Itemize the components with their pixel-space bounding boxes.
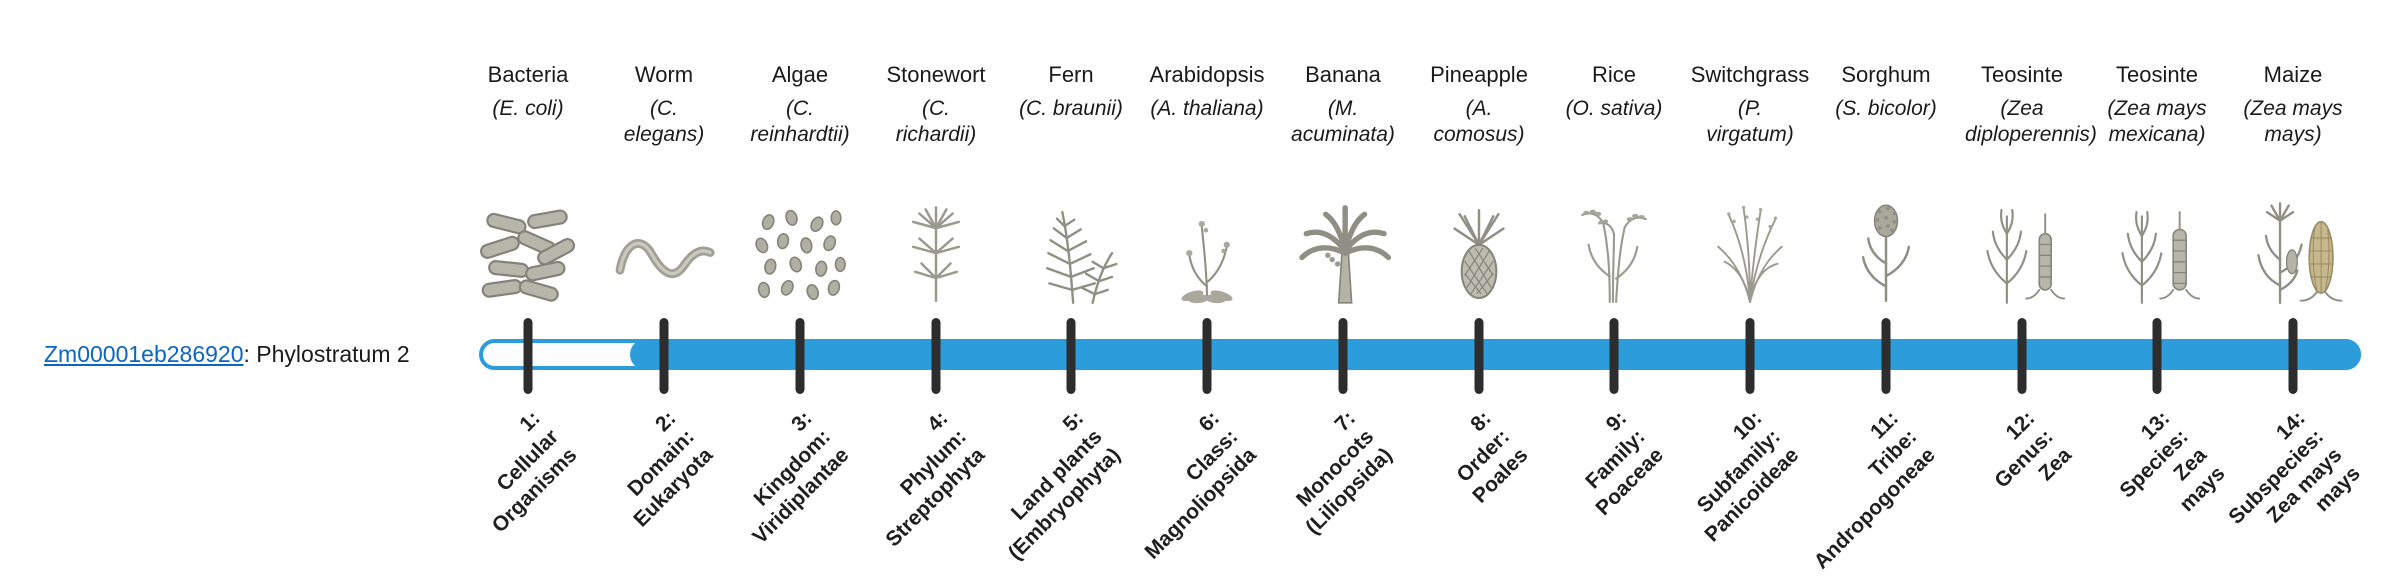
organism-scientific-name: (C. richardii) [895, 97, 977, 146]
column-fern: Fern (C. braunii) 5: Land plants (Embryo… [996, 0, 1146, 580]
column-sorghum: Sorghum (S. bicolor) 11: Tribe: Andropog… [1810, 0, 1961, 580]
phylostratum-tick [2288, 318, 2298, 394]
organism-common-name: Worm [634, 62, 694, 87]
stratum-label: 14: Subspecies: Zea mays mays [2224, 406, 2366, 529]
phylostratum-tick [1745, 318, 1755, 394]
stonewort-icon [861, 178, 1011, 312]
sorghum-icon [1811, 178, 1961, 312]
organism-common-name: Stonewort [886, 62, 986, 87]
column-algae: Algae (C. reinhardtii) [725, 0, 875, 580]
organism-common-name: Fern [1048, 62, 1094, 87]
organism-common-name: Banana [1305, 62, 1381, 87]
stratum-label: 12: Genus: Zea [1989, 406, 2076, 493]
worm-icon [589, 178, 739, 312]
organism-scientific-name: (M. acuminata) [1291, 97, 1395, 146]
algae-icon [725, 178, 875, 312]
stratum-label: 3: Kingdom: Viridiplantae [748, 406, 854, 549]
organism-scientific-name: (Zea diploperennis) [1965, 97, 2097, 146]
phylostratum-tick [795, 318, 805, 394]
organism-scientific-name: (C. braunii) [1019, 97, 1123, 120]
organism-scientific-name: (C. elegans) [623, 97, 705, 146]
phylostrata-bar-fill [630, 339, 2361, 370]
organism-common-name: Teosinte [1981, 62, 2063, 87]
organism-scientific-name: (E. coli) [492, 97, 564, 120]
gene-id-link[interactable]: Zm00001eb286920 [44, 341, 244, 367]
organism-scientific-name: (S. bicolor) [1835, 97, 1937, 120]
organism-scientific-name: (O. sativa) [1565, 97, 1663, 120]
organism-scientific-name: (A. comosus) [1433, 97, 1525, 146]
phylostratum-tick [2152, 318, 2162, 394]
phylostratum-tick [1338, 318, 1348, 394]
rice-icon [1539, 178, 1689, 312]
column-maize: Maize (Zea mays mays) 14: Subspeci [2218, 0, 2368, 580]
organism-common-name: Switchgrass [1690, 62, 1810, 87]
column-rice: Rice (O. sativa) [1539, 0, 1689, 580]
phylostratum-tick [523, 318, 533, 394]
phylostratum-tick [1474, 318, 1484, 394]
organism-common-name: Pineapple [1430, 62, 1528, 87]
phylostratum-tick [931, 318, 941, 394]
organism-common-name: Teosinte [2116, 62, 2198, 87]
stratum-label: 8: Order: Poales [1452, 406, 1533, 508]
pineapple-icon [1404, 178, 1554, 312]
column-stonewort: Stonewort (C. richardii) 4: Phylum: Stre… [861, 0, 1011, 580]
gene-phylostratum-text: : Phylostratum 2 [243, 341, 410, 367]
phylostratum-tick [1066, 318, 1076, 394]
stratum-label: 7: Monocots (Liliopsida) [1291, 406, 1397, 539]
phylostratum-tick [659, 318, 669, 394]
stratum-label: 9: Family: Poaceae [1581, 406, 1668, 521]
phylostratum-tick [2017, 318, 2027, 394]
bacteria-icon [453, 178, 603, 312]
organism-common-name: Arabidopsis [1149, 62, 1265, 87]
organism-scientific-name: (C. reinhardtii) [750, 97, 850, 146]
column-bacteria: Bacteria (E. coli) 1: Cellular Organisms [453, 0, 603, 580]
fern-icon [996, 178, 1146, 312]
gene-label: Zm00001eb286920: Phylostratum 2 [44, 341, 410, 368]
column-switchgrass: Switchgrass (P. virgatum) [1675, 0, 1825, 580]
organism-common-name: Algae [771, 62, 829, 87]
stratum-label: 2: Domain: Eukaryota [623, 406, 718, 532]
phylostratum-tick [1881, 318, 1891, 394]
column-teosinte-mexicana: Teosinte (Zea mays mexicana) 13: [2082, 0, 2232, 580]
teosinte-icon [1947, 178, 2097, 312]
phylostratum-tick [1202, 318, 1212, 394]
organism-scientific-name: (A. thaliana) [1150, 97, 1264, 120]
teosinte-icon [2082, 178, 2232, 312]
organism-scientific-name: (P. virgatum) [1706, 97, 1794, 146]
organism-scientific-name: (Zea mays mays) [2243, 97, 2343, 146]
switchgrass-icon [1675, 178, 1825, 312]
phylostratum-tick [1609, 318, 1619, 394]
stratum-label: 13: Species: Zea mays [2115, 406, 2230, 517]
organism-common-name: Sorghum [1841, 62, 1931, 87]
organism-common-name: Rice [1591, 62, 1636, 87]
column-teosinte-diploperennis: Teosinte (Zea diploperennis) 12: [1947, 0, 2097, 580]
stratum-label: 1: Cellular Organisms [487, 406, 582, 538]
maize-icon [2218, 178, 2368, 312]
organism-common-name: Bacteria [487, 62, 569, 87]
banana-icon [1268, 178, 1418, 312]
arabidopsis-icon [1132, 178, 1282, 312]
column-arabidopsis: Arabidopsis (A. thaliana) 6: [1132, 0, 1282, 580]
organism-common-name: Maize [2263, 62, 2323, 87]
column-pineapple: Pineapple (A. comosus) 8: Order: Poales [1404, 0, 1554, 580]
column-worm: Worm (C. elegans) 2: Domain: Eukaryota [589, 0, 739, 580]
stratum-label: 4: Phylum: Streptophyta [881, 406, 990, 552]
column-banana: Banana (M. acuminata) 7: Monocots (Lilio… [1268, 0, 1418, 580]
organism-scientific-name: (Zea mays mexicana) [2107, 97, 2207, 146]
